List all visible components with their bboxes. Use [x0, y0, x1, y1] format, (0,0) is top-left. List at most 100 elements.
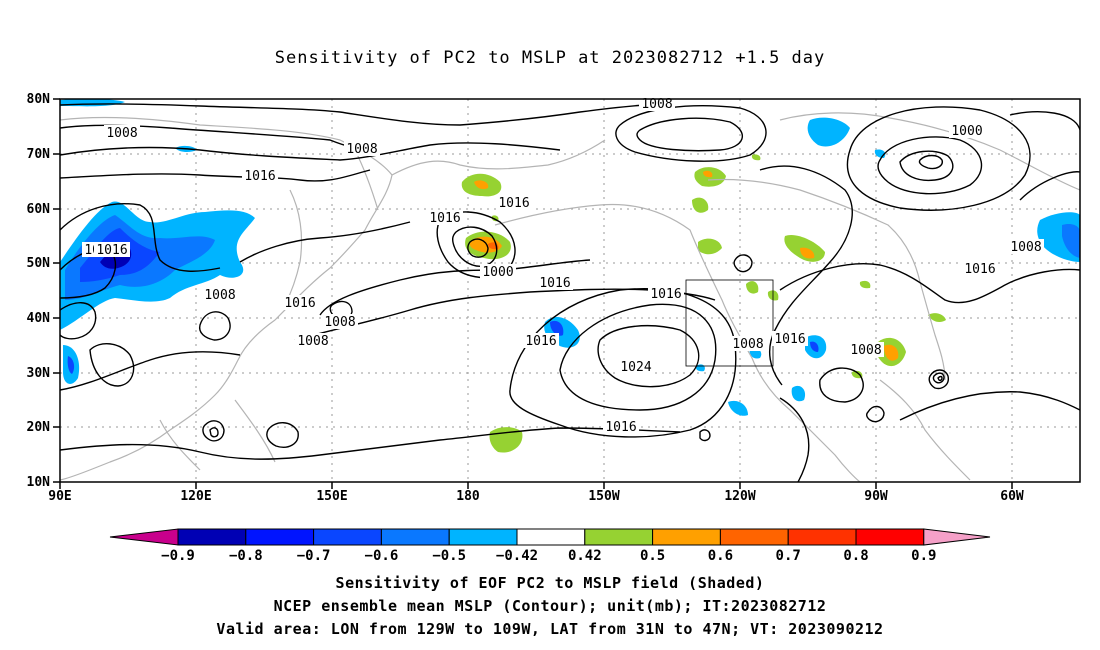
- lat-tick-label: 40N: [27, 311, 51, 326]
- shade-region: [692, 197, 709, 213]
- lat-tick-label: 30N: [27, 366, 51, 381]
- contour-label-bg: [772, 331, 808, 346]
- shade-region: [810, 341, 819, 352]
- contour-label-bg: [603, 419, 639, 434]
- lat-tick-label: 20N: [27, 420, 51, 435]
- contour-label: 1016: [650, 287, 681, 302]
- contour-label-bg: [949, 123, 985, 138]
- shade-region: [746, 281, 759, 294]
- contour-label: 1000: [482, 265, 513, 280]
- contour-label: 1016: [96, 243, 127, 258]
- contour-label: 1008: [641, 97, 672, 112]
- contour-label: 1016: [284, 296, 315, 311]
- shade-region: [859, 280, 871, 289]
- caption-valid-area: Valid area: LON from 129W to 109W, LAT f…: [216, 620, 884, 638]
- shade-region: [1062, 223, 1080, 258]
- shade-region: [550, 320, 564, 336]
- colorbar-swatch: [313, 528, 382, 546]
- colorbar-cap-high: [923, 528, 991, 546]
- colorbar-tick-label: −0.9: [161, 548, 195, 564]
- contour-label-bg: [242, 168, 278, 183]
- contour-label: 1016: [964, 262, 995, 277]
- contour-label-bg: [618, 359, 654, 374]
- contour-label: 1008: [346, 142, 377, 157]
- lat-tick-label: 50N: [27, 256, 51, 271]
- contour-label-bg: [344, 141, 380, 156]
- shade-region: [851, 370, 863, 379]
- contour-label-bg: [282, 295, 318, 310]
- contour-label-bg: [848, 342, 884, 357]
- contour-label: 1016: [539, 276, 570, 291]
- contour-label-bg: [730, 336, 766, 351]
- contour-label: 1008: [1010, 240, 1041, 255]
- contour-label-bg: [537, 275, 573, 290]
- lon-tick-label: 120W: [724, 489, 755, 504]
- colorbar: −0.9 −0.8 −0.7 −0.6 −0.5 −0.42 0.42 0.5 0.6 0.7 0.…: [109, 528, 991, 564]
- colorbar-swatch: [652, 528, 721, 546]
- colorbar-tick-label: −0.42: [496, 548, 538, 564]
- colorbar-tick-label: 0.42: [568, 548, 602, 564]
- colorbar-tick-label: 0.5: [640, 548, 665, 564]
- contour-label-bg: [322, 314, 358, 329]
- valid-area-box: [685, 279, 774, 367]
- lon-tick-label: 150W: [588, 489, 619, 504]
- contour-label: 1016: [605, 420, 636, 435]
- colorbar-cap-low: [109, 528, 179, 546]
- colorbar-swatch: [380, 528, 450, 546]
- shade-region: [884, 344, 899, 361]
- colorbar-swatch: [245, 528, 315, 546]
- map-title: Sensitivity of PC2 to MSLP at 2023082712…: [274, 48, 826, 68]
- colorbar-tick-label: −0.7: [297, 548, 331, 564]
- colorbar-swatch: [855, 528, 925, 546]
- contour-label-bg: [648, 286, 684, 301]
- contour-label-bg: [480, 264, 516, 279]
- contour-label-bg: [523, 333, 559, 348]
- colorbar-tick-label: −0.5: [432, 548, 466, 564]
- colorbar-tick-label: −0.6: [365, 548, 399, 564]
- colorbar-tick-label: 0.9: [911, 548, 936, 564]
- lon-tick-label: 180: [456, 489, 480, 504]
- contour-label-bg: [104, 125, 140, 140]
- caption-shading: Sensitivity of EOF PC2 to MSLP field (Sh…: [335, 574, 765, 592]
- contour-label: 1008: [732, 337, 763, 352]
- caption-contour: NCEP ensemble mean MSLP (Contour); unit(…: [273, 597, 827, 615]
- lon-tick-label: 150E: [316, 489, 347, 504]
- contour-label: 1016: [774, 332, 805, 347]
- lon-tick-label: 60W: [1000, 489, 1024, 504]
- colorbar-swatch: [787, 528, 857, 546]
- contour-label-layer: 1008 1016 1008 1016 1008 1000 1016 1008 1016 1016…: [82, 96, 1044, 435]
- shade-region: [928, 313, 946, 323]
- contour-label: 1000: [951, 124, 982, 139]
- colorbar-swatch: [584, 528, 654, 546]
- shade-region: [800, 247, 815, 259]
- plot-frame: [59, 98, 1081, 483]
- contour-label: 1016: [244, 169, 275, 184]
- coastlines: [60, 112, 1080, 482]
- latitude-axis: 80N 70N 60N 50N 40N 30N 20N 10N: [27, 92, 60, 490]
- colorbar-swatch: [177, 528, 247, 546]
- contour-label: 1016: [525, 334, 556, 349]
- shade-region: [67, 356, 75, 374]
- contour-label-bg: [427, 210, 463, 225]
- contour-label: 1008: [324, 315, 355, 330]
- longitude-axis: 90E 120E 150E 180 150W 120W 90W 60W: [48, 482, 1024, 504]
- contour-label: 1008: [297, 334, 328, 349]
- contour-label: 1008: [850, 343, 881, 358]
- contour-label-bg: [1008, 239, 1044, 254]
- lat-tick-label: 60N: [27, 202, 51, 217]
- shade-region: [791, 385, 806, 402]
- lat-tick-label: 70N: [27, 147, 51, 162]
- contour-label-bg: [496, 195, 532, 210]
- contour-label-bg: [295, 333, 331, 348]
- colorbar-swatch: [448, 528, 518, 546]
- lat-tick-label: 10N: [27, 475, 51, 490]
- contour-label: 1016: [498, 196, 529, 211]
- shade-region: [698, 238, 722, 255]
- lon-tick-label: 90W: [864, 489, 888, 504]
- colorbar-tick-label: −0.8: [229, 548, 263, 564]
- shade-region: [703, 170, 713, 178]
- contour-label-bg: [962, 261, 998, 276]
- colorbar-swatch: [516, 528, 586, 546]
- shade-region: [728, 400, 748, 416]
